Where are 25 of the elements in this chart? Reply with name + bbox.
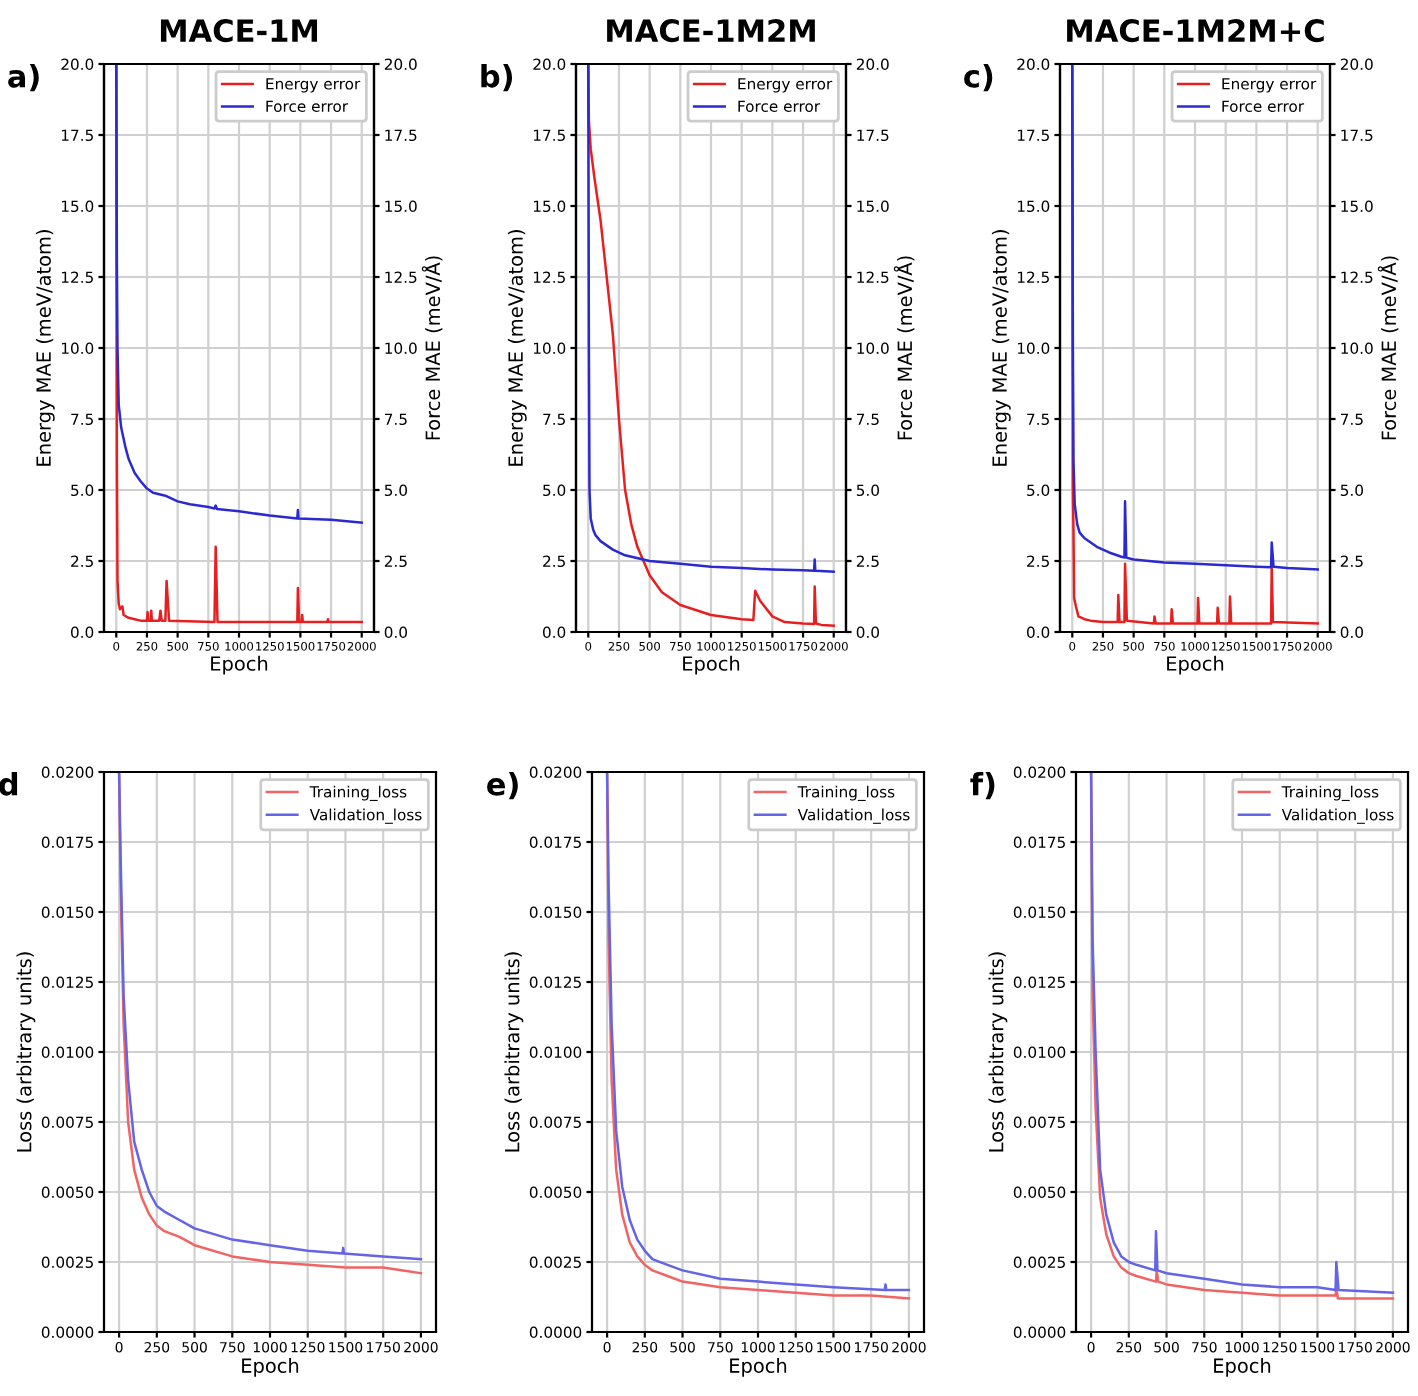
y2-axis-title: Force MAE (meV/Å)	[421, 256, 443, 440]
text: f)	[970, 772, 995, 800]
y-axis-title: Energy MAE (meV/atom)	[991, 230, 1011, 466]
x-axis-title: Epoch	[1167, 655, 1224, 675]
y-axis-title: Energy MAE (meV/atom)	[35, 230, 55, 466]
x-axis-title: Epoch	[211, 655, 268, 675]
text: e)	[487, 772, 518, 800]
y-axis-title: Loss (arbitrary units)	[16, 952, 36, 1152]
text: a)	[8, 64, 39, 92]
y2-axis-title: Force MAE (meV/Å)	[893, 256, 915, 440]
x-axis-title: Epoch	[683, 655, 740, 675]
line-series	[115, 64, 363, 524]
x-axis-title: Epoch	[242, 1357, 299, 1377]
y-axis-title: Energy MAE (meV/atom)	[507, 230, 527, 466]
x-axis-title: Epoch	[1214, 1357, 1271, 1377]
chart-title: MACE-1M	[160, 19, 318, 43]
text: c)	[964, 64, 993, 92]
y2-axis-title: Force MAE (meV/Å)	[1377, 256, 1399, 440]
x-axis-title: Epoch	[730, 1357, 787, 1377]
text: d	[0, 772, 18, 796]
chart-title: MACE-1M2M	[607, 19, 815, 43]
y-axis-title: Loss (arbitrary units)	[504, 952, 524, 1152]
chart-title: MACE-1M2M+C	[1067, 19, 1324, 43]
text: b)	[481, 64, 513, 92]
y-axis-title: Loss (arbitrary units)	[988, 952, 1008, 1152]
